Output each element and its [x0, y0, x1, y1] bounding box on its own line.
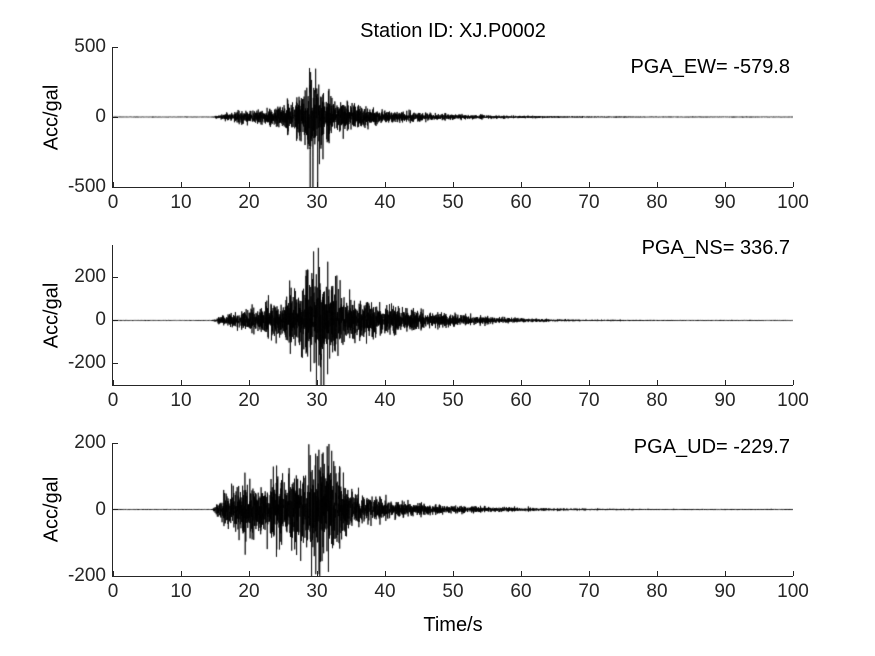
y-tick: [113, 276, 118, 278]
x-tick-label: 90: [714, 390, 736, 411]
y-tick: [113, 442, 118, 444]
x-tick-label: 80: [646, 581, 668, 602]
x-tick: [452, 571, 454, 576]
y-tick-label: -200: [67, 565, 106, 586]
y-tick: [113, 509, 118, 510]
x-tick-label: 0: [107, 192, 119, 213]
x-tick: [316, 380, 318, 385]
x-tick-label: 90: [714, 581, 736, 602]
x-tick: [112, 571, 114, 576]
x-tick: [724, 380, 726, 385]
x-tick-label: 0: [107, 390, 119, 411]
x-tick: [656, 571, 658, 576]
x-tick-label: 40: [374, 192, 396, 213]
x-tick: [588, 571, 590, 576]
x-tick: [724, 571, 726, 576]
x-tick-label: 30: [306, 390, 328, 411]
x-tick: [316, 571, 318, 576]
x-tick-label: 0: [107, 581, 119, 602]
y-tick: [113, 319, 118, 321]
y-tick-label: 0: [95, 106, 106, 127]
x-tick: [656, 182, 658, 187]
x-tick: [248, 380, 250, 385]
x-tick: [384, 571, 386, 576]
x-axis-label: Time/s: [423, 614, 483, 636]
x-tick-label: 20: [238, 192, 260, 213]
x-tick-label: 80: [646, 390, 668, 411]
y-tick-label: 200: [74, 266, 106, 288]
y-tick: [113, 186, 118, 188]
x-tick: [588, 380, 590, 385]
x-tick: [384, 380, 386, 385]
x-tick: [180, 182, 182, 187]
x-tick: [792, 182, 794, 187]
x-tick-label: 100: [777, 390, 809, 411]
y-tick-label: 500: [74, 36, 106, 57]
x-tick-label: 40: [374, 390, 396, 411]
x-tick: [384, 182, 386, 187]
x-tick: [520, 182, 522, 187]
x-tick-label: 60: [510, 581, 532, 602]
x-tick-label: 80: [646, 192, 668, 213]
x-tick: [180, 571, 182, 576]
x-tick: [792, 380, 794, 385]
x-tick: [792, 571, 794, 576]
plot-area-ew: [112, 46, 794, 188]
y-tick: [113, 362, 118, 364]
figure-title: Station ID: XJ.P0002: [360, 20, 546, 42]
x-tick-label: 10: [170, 192, 192, 213]
x-tick: [452, 182, 454, 187]
x-tick-label: 70: [578, 192, 600, 213]
x-tick-label: 50: [442, 390, 464, 411]
y-tick-label: 0: [95, 498, 106, 520]
x-tick: [316, 182, 318, 187]
x-tick-label: 10: [170, 581, 192, 602]
x-tick-label: 70: [578, 390, 600, 411]
y-tick: [113, 116, 118, 118]
x-tick: [112, 380, 114, 385]
x-tick-label: 20: [238, 390, 260, 411]
x-tick: [248, 571, 250, 576]
x-tick: [452, 380, 454, 385]
x-tick-label: 60: [510, 390, 532, 411]
x-tick-label: 60: [510, 192, 532, 213]
x-tick-label: 50: [442, 581, 464, 602]
x-tick: [588, 182, 590, 187]
x-tick: [248, 182, 250, 187]
y-tick-label: -500: [67, 176, 106, 197]
y-tick: [113, 575, 118, 577]
waveform-ew-trace: [113, 47, 793, 187]
x-tick-label: 100: [777, 192, 809, 213]
x-tick: [112, 182, 114, 187]
x-tick: [656, 380, 658, 385]
plot-area-ns: [112, 245, 794, 386]
y-tick-label: 200: [74, 432, 106, 453]
x-tick-label: 30: [306, 581, 328, 602]
waveform-ns-trace: [113, 245, 793, 385]
x-tick: [724, 182, 726, 187]
x-tick-label: 30: [306, 192, 328, 213]
plot-area-ud: [112, 442, 794, 577]
y-tick-label: 0: [95, 309, 106, 331]
x-tick: [180, 380, 182, 385]
x-tick: [520, 571, 522, 576]
y-tick-label: -200: [67, 352, 106, 374]
x-tick-label: 40: [374, 581, 396, 602]
x-tick-label: 50: [442, 192, 464, 213]
waveform-ud-trace: [113, 443, 793, 576]
x-tick-label: 20: [238, 581, 260, 602]
x-tick-label: 90: [714, 192, 736, 213]
x-tick-label: 10: [170, 390, 192, 411]
x-tick-label: 70: [578, 581, 600, 602]
y-tick: [113, 46, 118, 48]
x-tick: [520, 380, 522, 385]
x-tick-label: 100: [777, 581, 809, 602]
